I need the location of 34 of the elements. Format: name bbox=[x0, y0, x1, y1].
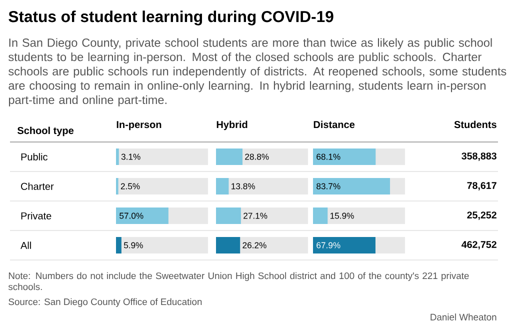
data-label: 27.1% bbox=[244, 212, 268, 219]
data-label: 26.2% bbox=[242, 242, 266, 248]
data-label: 68.1% bbox=[316, 154, 340, 160]
y-tick-label: Charter bbox=[21, 182, 54, 190]
bar bbox=[116, 148, 119, 165]
bar bbox=[116, 236, 122, 254]
data-label: 67.9% bbox=[316, 242, 340, 248]
y-tick-label: Private bbox=[21, 212, 52, 220]
y-tick-label: Public bbox=[21, 153, 48, 160]
data-label: 25,252 bbox=[467, 212, 496, 220]
text: In San Diego County, private school students are more than twice as likely as public school students to be learning in-person. Most of the closed schools are public schools. Charter schools are public schools run independently of districts. At reopened schools, some students are choosing to remain in online-only learning. In hybrid learning, students learn in-person part-time and online part-time. bbox=[8, 38, 506, 106]
data-label: 5.9% bbox=[124, 242, 143, 248]
source-note: Source: San Diego County Office of Education bbox=[8, 298, 202, 307]
bar bbox=[216, 178, 229, 194]
data-label: 57.0% bbox=[120, 212, 144, 219]
data-label: 83.7% bbox=[316, 183, 340, 190]
bar bbox=[313, 207, 328, 224]
data-label: 462,752 bbox=[462, 241, 496, 250]
data-label: 78,617 bbox=[467, 182, 496, 190]
text: Note: Numbers do not include the Sweetwater Union High School district and 100 of the county's 221 private schools. bbox=[8, 272, 469, 290]
data-label: 3.1% bbox=[121, 154, 140, 160]
text: Status of student learning during COVID-19 bbox=[8, 10, 334, 26]
text: Students bbox=[454, 120, 496, 128]
data-label: 2.5% bbox=[120, 183, 140, 190]
data-label: 15.9% bbox=[330, 212, 354, 219]
text: Daniel Wheaton bbox=[430, 314, 496, 320]
y-axis-title: School type bbox=[17, 126, 74, 136]
chart-title: Hybrid bbox=[216, 120, 248, 130]
chart-title: In-person bbox=[116, 121, 162, 130]
y-tick-label: All bbox=[20, 242, 31, 249]
chart-title: Distance bbox=[314, 120, 355, 128]
data-label: 28.8% bbox=[245, 154, 269, 160]
data-label: 13.8% bbox=[232, 183, 255, 190]
data-label: 358,883 bbox=[462, 152, 496, 161]
